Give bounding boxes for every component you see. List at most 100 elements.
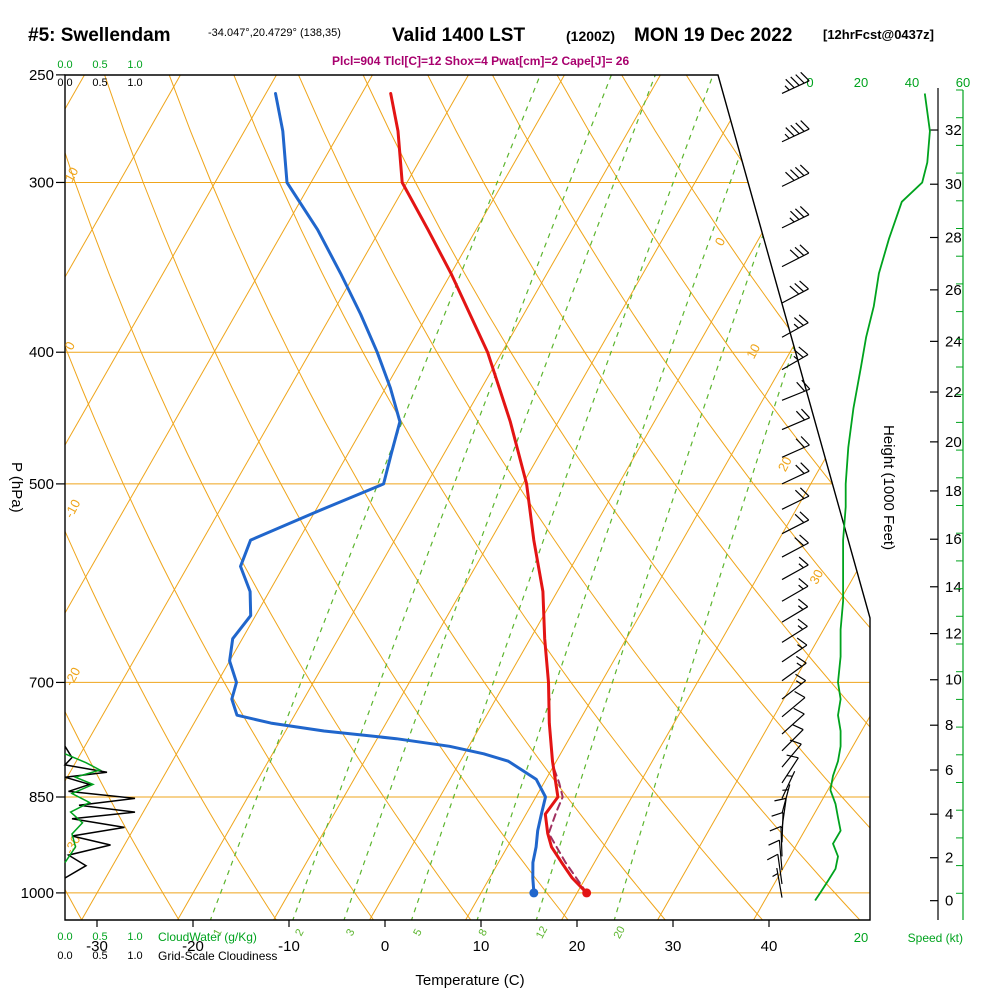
cloudwater-scale-bottom: 0.0 [57, 931, 72, 943]
wind-barb [781, 723, 804, 752]
isotherm-line [177, 75, 661, 920]
parcel-curve [547, 767, 588, 894]
wind-barb [781, 280, 809, 304]
profiles-layer [228, 92, 592, 898]
mixing-ratio-label: 2 [293, 927, 306, 938]
speed-tick-label: 0 [806, 75, 813, 90]
wind-barb [781, 346, 809, 371]
dewpoint-curve [228, 92, 547, 895]
isotherm-label-right: 20 [775, 454, 795, 474]
wind-barb [781, 379, 811, 401]
valid-zulu: (1200Z) [566, 28, 615, 44]
pressure-axis-label: P (hPa) [8, 462, 25, 513]
background-grid [65, 75, 1000, 922]
temp-tick-label: 30 [665, 938, 682, 955]
temp-tick-label: -20 [182, 938, 204, 955]
pressure-tick-label: 850 [29, 789, 54, 806]
mixing-ratio-line [209, 75, 541, 920]
isotherm-label-right: 0 [712, 235, 729, 248]
isotherm-label-left: 0 [61, 339, 78, 352]
valid-time: Valid 1400 LST [392, 25, 525, 46]
mixing-ratio-label: 1 [211, 927, 224, 938]
mixing-ratio-line [342, 75, 656, 920]
dry-adiabat-line [427, 75, 870, 920]
mixing-ratio-line [535, 75, 820, 920]
dry-adiabat-line [815, 75, 870, 920]
isotherm-line [369, 75, 853, 920]
wind-barb [781, 707, 805, 735]
dry-adiabat-line [233, 75, 765, 920]
sounding-profiles [228, 92, 589, 895]
plot-frame [64, 74, 871, 921]
wind-speed-curve [814, 93, 931, 902]
wind-barb [781, 487, 810, 510]
height-tick-label: 22 [945, 384, 962, 401]
height-tick-label: 26 [945, 282, 962, 299]
dry-adiabat-line [491, 75, 870, 920]
height-tick-label: 8 [945, 717, 953, 734]
isotherm-label-right: 10 [743, 341, 763, 361]
temp-tick-label: 0 [381, 938, 389, 955]
cloudiness-label: Grid-Scale Cloudiness [158, 949, 277, 963]
wind-barb [781, 618, 808, 643]
temp-tick-label: -30 [86, 938, 108, 955]
wind-barb [781, 655, 807, 682]
cloud-layer [63, 745, 136, 879]
cloudiness-curve [63, 745, 136, 879]
speed-tick-label: 20 [854, 75, 868, 90]
cloudwater-scale-bottom: 0.5 [92, 931, 107, 943]
wind-barb [766, 853, 783, 885]
wind-barb [781, 408, 811, 431]
speed-tick-label: 40 [905, 75, 919, 90]
height-axis-label: Height (1000 Feet) [880, 425, 897, 550]
wind-barb [781, 244, 810, 268]
dry-adiabat-line [65, 75, 278, 920]
dry-adiabat-line [168, 75, 668, 920]
temperature-curve [389, 92, 589, 895]
cloudiness-scale-bottom: 1.0 [127, 950, 142, 962]
wind-barb [781, 120, 810, 143]
isotherm-label-left: 10 [61, 165, 81, 185]
dry-adiabat-line [362, 75, 870, 920]
temperature-axis-label: Temperature (C) [415, 972, 524, 989]
wind-barb [781, 164, 810, 187]
cloudiness-scale-top: 0.0 [57, 77, 72, 89]
speed-axis-label: Speed (kt) [908, 931, 963, 945]
mixing-ratio-label: 3 [344, 927, 357, 938]
isotherm-line [65, 75, 181, 920]
speed-bottom-tick-label: 20 [854, 930, 868, 945]
wind-barb [781, 673, 807, 700]
wind-barb [772, 867, 783, 898]
mixing-ratio-line [410, 75, 714, 920]
cloudiness-scale-top: 1.0 [127, 77, 142, 89]
pressure-tick-label: 500 [29, 476, 54, 493]
height-tick-label: 28 [945, 229, 962, 246]
height-tick-label: 16 [945, 531, 962, 548]
wind-barb [781, 534, 809, 558]
wind-barb [781, 770, 796, 799]
height-tick-label: 14 [945, 579, 962, 596]
wind-barb [781, 314, 809, 338]
isotherm-line [65, 75, 469, 920]
temp-tick-label: 20 [569, 938, 586, 955]
wind-barb [781, 754, 799, 784]
surface-dewpoint-dot [529, 888, 539, 898]
dry-adiabat-line [65, 75, 376, 920]
height-tick-label: 32 [945, 122, 962, 139]
station-title: #5: Swellendam [28, 25, 171, 46]
wind-barb [781, 578, 809, 602]
height-tick-label: 20 [945, 434, 962, 451]
isotherm-line [657, 75, 870, 920]
temp-tick-label: 40 [761, 938, 778, 955]
height-tick-label: 12 [945, 626, 962, 643]
dry-adiabat-line [880, 75, 1000, 922]
pressure-tick-label: 700 [29, 674, 54, 691]
wind-barb [781, 71, 810, 95]
cloudwater-scale-top: 1.0 [127, 59, 142, 71]
cloud-water-curve [64, 753, 102, 864]
cloudwater-label: CloudWater (g/Kg) [158, 930, 257, 944]
height-tick-label: 18 [945, 483, 962, 500]
mixing-ratio-label: 20 [612, 924, 628, 940]
dry-adiabat-line [65, 75, 181, 920]
